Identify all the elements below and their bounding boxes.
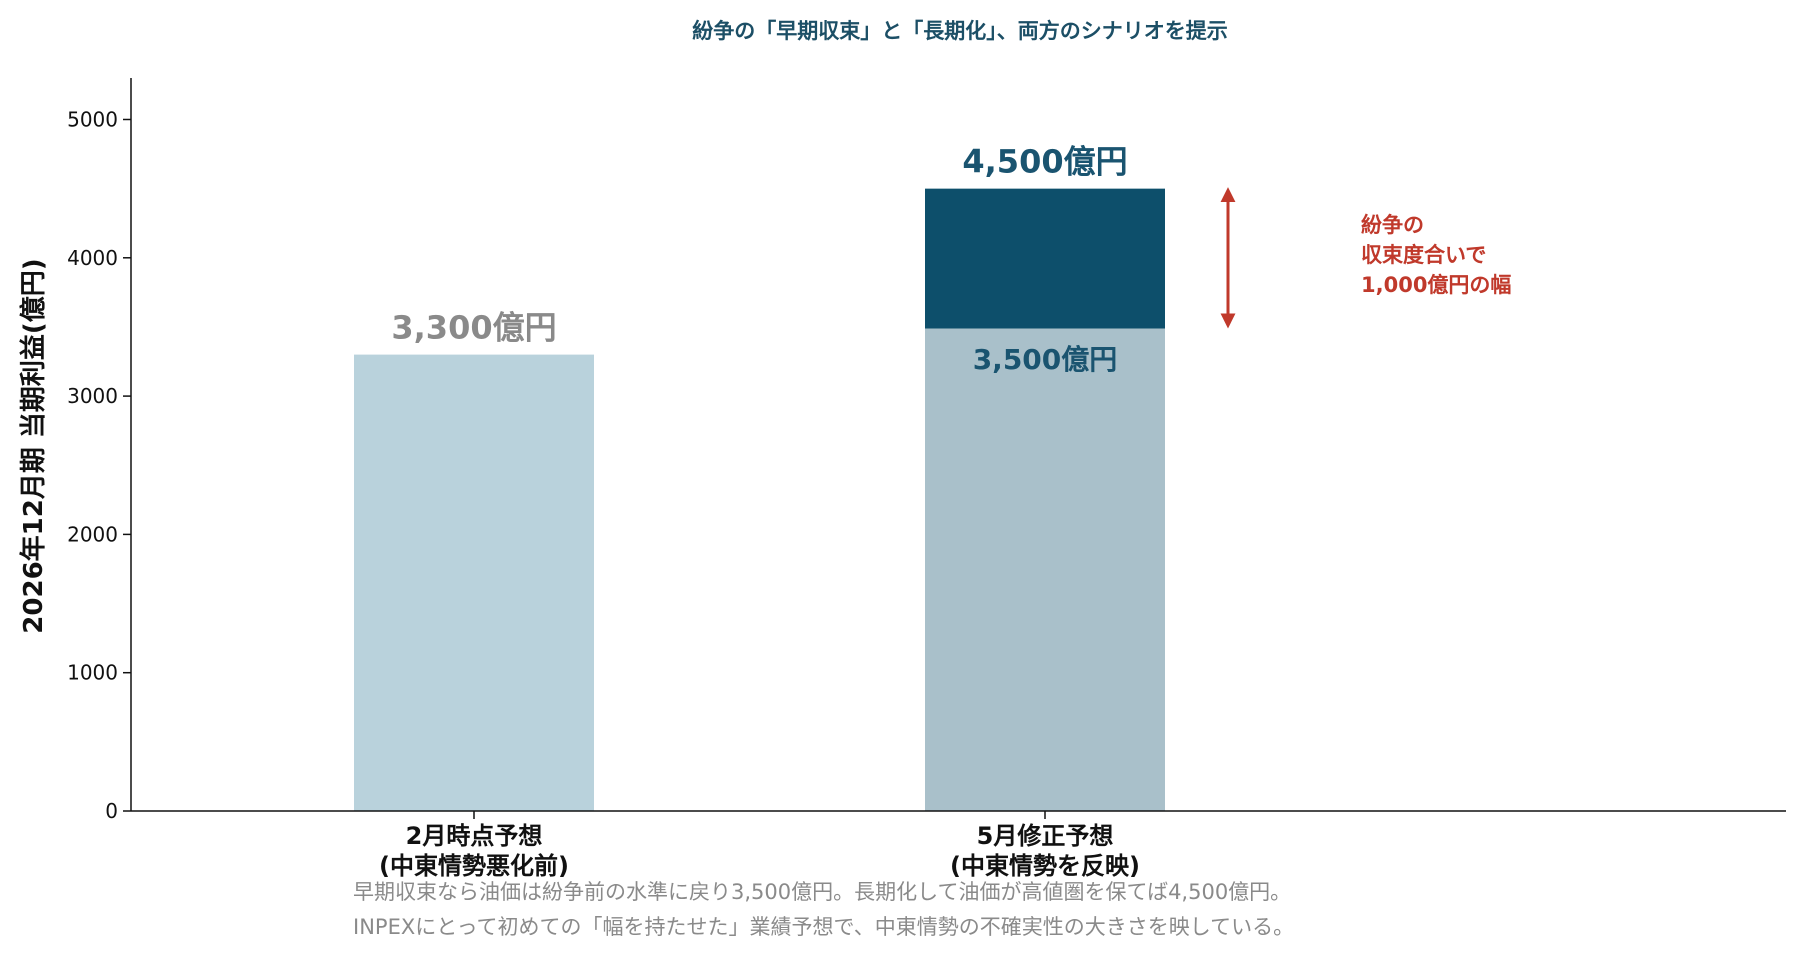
x-category-label-line1: 5月修正予想 bbox=[977, 822, 1114, 850]
footnote-line-2: INPEXにとって初めての「幅を持たせた」業績予想で、中東情勢の不確実性の大きさ… bbox=[353, 915, 1294, 939]
annotation-text-line: 収束度合いで bbox=[1361, 243, 1486, 267]
y-tick-label: 4000 bbox=[67, 246, 118, 270]
bar-feb-forecast bbox=[354, 354, 594, 811]
bar-may-base bbox=[925, 326, 1165, 811]
value-labels: 3,300億円 4,500億円 3,500億円 bbox=[391, 143, 1127, 376]
y-tick-label: 1000 bbox=[67, 661, 118, 685]
y-tick-label: 5000 bbox=[67, 107, 118, 131]
bar-may-high-label: 4,500億円 bbox=[962, 143, 1127, 181]
y-axis: 0 1000 2000 3000 4000 5000 bbox=[67, 107, 131, 823]
annotation-text-line: 1,000億円の幅 bbox=[1361, 273, 1511, 297]
y-tick-label: 2000 bbox=[67, 522, 118, 546]
y-tick-label: 3000 bbox=[67, 384, 118, 408]
bars bbox=[354, 188, 1165, 811]
category-labels: 2月時点予想(中東情勢悪化前) 5月修正予想(中東情勢を反映) bbox=[379, 811, 1140, 880]
chart-title: 紛争の「早期収束」と「長期化」、両方のシナリオを提示 bbox=[692, 19, 1228, 43]
x-category-label-line1: 2月時点予想 bbox=[406, 822, 543, 850]
footnote-line-1: 早期収束なら油価は紛争前の水準に戻り3,500億円。長期化して油価が高値圏を保て… bbox=[353, 880, 1291, 904]
y-tick-label: 0 bbox=[105, 799, 118, 823]
annotation-text-line: 紛争の bbox=[1361, 213, 1424, 237]
bar-feb-value-label: 3,300億円 bbox=[391, 309, 556, 347]
bar-may-low-label: 3,500億円 bbox=[973, 343, 1118, 376]
bar-may-upside bbox=[925, 188, 1165, 327]
x-category-label-line2: (中東情勢悪化前) bbox=[379, 852, 569, 880]
x-category-label-line2: (中東情勢を反映) bbox=[950, 852, 1140, 880]
y-axis-label: 2026年12月期 当期利益(億円) bbox=[18, 258, 49, 633]
